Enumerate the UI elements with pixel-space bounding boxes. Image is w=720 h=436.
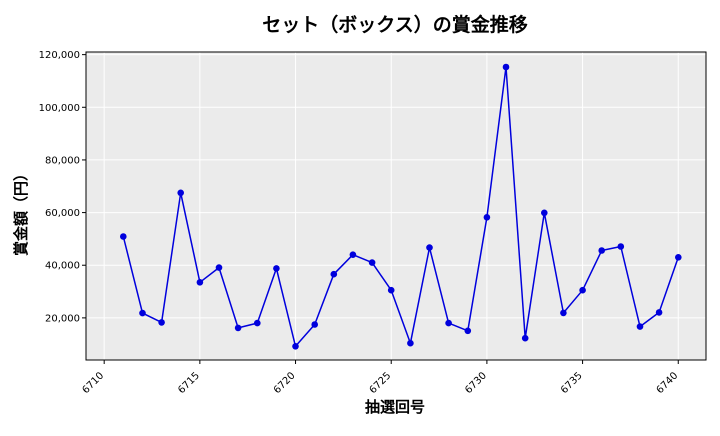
data-point (407, 339, 414, 347)
data-point (675, 253, 682, 261)
data-point (464, 327, 472, 335)
data-point (368, 259, 376, 266)
plot-frame (85, 51, 707, 361)
y-tick-label: 80,000 (45, 155, 80, 166)
data-point (636, 323, 644, 330)
x-axis-label: 抽選回号 (365, 398, 425, 416)
data-point (387, 286, 395, 294)
data-point (617, 243, 625, 250)
series-line (122, 66, 680, 348)
data-point (483, 214, 491, 221)
y-axis-label: 賞金額（円） (12, 166, 30, 256)
data-point (196, 279, 204, 286)
data-point (655, 309, 663, 316)
data-point (139, 309, 146, 317)
y-tick-label: 120,000 (39, 50, 80, 61)
data-series (120, 63, 682, 350)
data-point (598, 247, 605, 254)
data-point (445, 319, 452, 327)
data-point (120, 233, 127, 240)
data-point (541, 209, 548, 217)
x-tick-label: 6740 (655, 370, 681, 396)
data-point (521, 334, 529, 342)
plot-background (86, 52, 706, 360)
data-point (292, 343, 299, 350)
y-tick-label: 20,000 (45, 313, 80, 324)
data-point (234, 324, 242, 332)
x-tick-label: 6735 (559, 370, 585, 396)
data-point (253, 319, 261, 327)
x-tick-label: 6725 (368, 370, 394, 396)
data-point (215, 264, 223, 271)
data-point (579, 286, 586, 294)
data-point (177, 189, 184, 197)
x-tick-label: 6715 (176, 370, 202, 396)
data-point (502, 63, 510, 71)
x-tick-label: 6710 (81, 370, 107, 396)
y-tick-label: 60,000 (45, 208, 80, 219)
data-point (330, 270, 338, 278)
x-tick-label: 6730 (463, 370, 489, 396)
data-point (349, 251, 357, 258)
chart-title: セット（ボックス）の賞金推移 (262, 13, 527, 36)
data-point (426, 244, 433, 251)
data-point (158, 319, 165, 326)
data-point (560, 309, 567, 317)
y-tick-label: 40,000 (45, 261, 80, 272)
grid-lines (86, 52, 706, 360)
data-point (273, 265, 280, 272)
data-point (311, 321, 319, 328)
y-tick-label: 100,000 (39, 103, 80, 114)
x-tick-label: 6720 (272, 370, 298, 396)
